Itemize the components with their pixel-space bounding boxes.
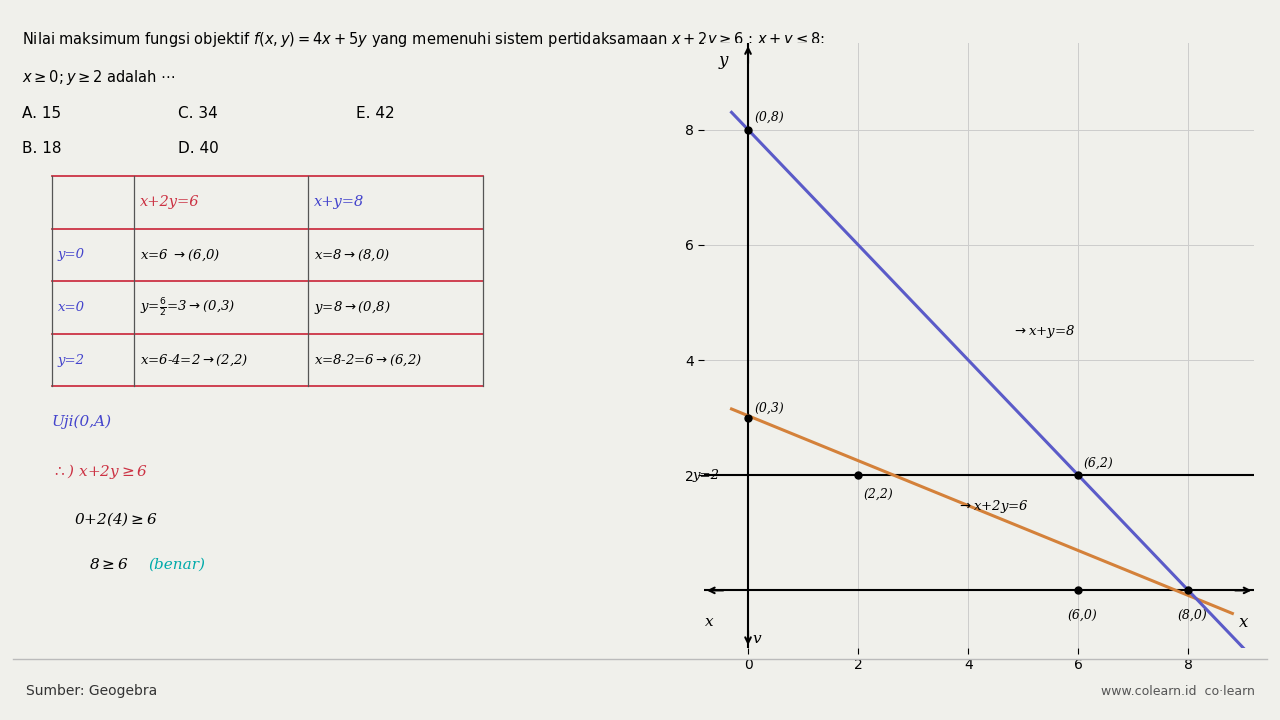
Text: Nilai maksimum fungsi objektif $f(x,y) = 4x + 5y$ yang memenuhi sistem pertidaks: Nilai maksimum fungsi objektif $f(x,y) =… <box>22 30 826 49</box>
Text: Sumber: Geogebra: Sumber: Geogebra <box>26 684 157 698</box>
Text: x=8$\rightarrow$(8,0): x=8$\rightarrow$(8,0) <box>314 247 390 263</box>
Text: $\rightarrow$x+y=8: $\rightarrow$x+y=8 <box>1012 323 1075 340</box>
Text: x=6 $\rightarrow$(6,0): x=6 $\rightarrow$(6,0) <box>140 247 220 263</box>
Text: (6,2): (6,2) <box>1084 456 1114 469</box>
Text: D. 40: D. 40 <box>178 141 219 156</box>
Text: x: x <box>1239 613 1248 631</box>
Text: y: y <box>718 52 728 69</box>
Text: y=0: y=0 <box>58 248 84 261</box>
Text: (6,0): (6,0) <box>1068 609 1097 622</box>
Text: $x \geq 0; y \geq 2$ adalah $\cdots$: $x \geq 0; y \geq 2$ adalah $\cdots$ <box>22 68 177 87</box>
Text: E. 42: E. 42 <box>356 107 396 121</box>
Text: $\rightarrow$x+2y=6: $\rightarrow$x+2y=6 <box>957 498 1029 516</box>
Text: x+2y=6: x+2y=6 <box>140 195 200 210</box>
Text: 0+2(4)$\geq$6: 0+2(4)$\geq$6 <box>74 510 157 528</box>
Text: (0,3): (0,3) <box>755 402 785 415</box>
Text: x=8-2=6$\rightarrow$(6,2): x=8-2=6$\rightarrow$(6,2) <box>314 352 422 368</box>
Text: (8,0): (8,0) <box>1178 609 1207 622</box>
Text: x=0: x=0 <box>58 301 84 314</box>
Text: y=2: y=2 <box>692 469 719 482</box>
Text: y=2: y=2 <box>58 354 84 366</box>
Text: x+y=8: x+y=8 <box>314 195 365 210</box>
Text: x=6-4=2$\rightarrow$(2,2): x=6-4=2$\rightarrow$(2,2) <box>140 352 248 368</box>
Text: x: x <box>705 615 714 629</box>
Text: B. 18: B. 18 <box>22 141 61 156</box>
Text: www.colearn.id  co·learn: www.colearn.id co·learn <box>1101 685 1254 698</box>
Text: (2,2): (2,2) <box>864 488 893 501</box>
Text: C. 34: C. 34 <box>178 107 218 121</box>
Text: A. 15: A. 15 <box>22 107 61 121</box>
Text: $\therefore$) x+2y$\geq$6: $\therefore$) x+2y$\geq$6 <box>52 462 148 482</box>
Text: Uji(0,A): Uji(0,A) <box>52 415 113 429</box>
Text: (0,8): (0,8) <box>755 111 785 124</box>
Text: 8$\geq$6: 8$\geq$6 <box>90 557 129 572</box>
Text: v: v <box>751 632 760 647</box>
Text: (benar): (benar) <box>148 557 206 572</box>
Text: y=8$\rightarrow$(0,8): y=8$\rightarrow$(0,8) <box>314 299 390 316</box>
Text: y=$\frac{6}{2}$=3$\rightarrow$(0,3): y=$\frac{6}{2}$=3$\rightarrow$(0,3) <box>140 297 234 318</box>
